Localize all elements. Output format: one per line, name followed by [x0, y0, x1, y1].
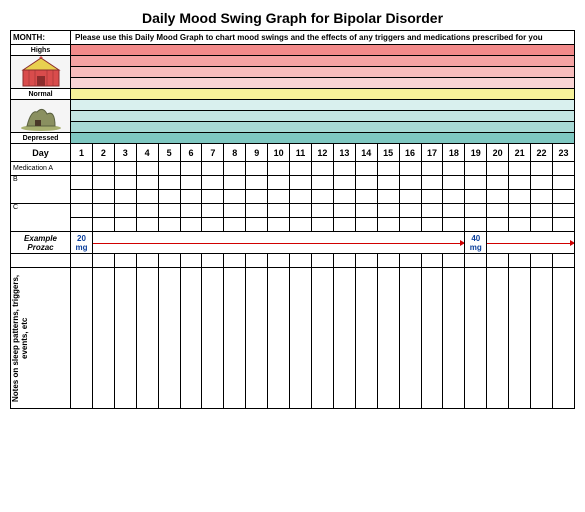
highs-icon: [11, 56, 71, 89]
normal-label: Normal: [11, 89, 71, 100]
day-19: 19: [465, 144, 487, 162]
day-1: 1: [71, 144, 93, 162]
day-17: 17: [421, 144, 443, 162]
dose-1: 20 mg: [71, 232, 93, 254]
low-row-1: [11, 100, 575, 111]
medication-c-label: C: [11, 204, 71, 232]
highs-label-row: Highs: [11, 45, 575, 56]
month-label: MONTH:: [11, 31, 71, 45]
day-16: 16: [399, 144, 421, 162]
header-row: MONTH: Please use this Daily Mood Graph …: [11, 31, 575, 45]
day-22: 22: [531, 144, 553, 162]
medication-a-label: Medication A: [11, 162, 71, 176]
page-title: Daily Mood Swing Graph for Bipolar Disor…: [10, 10, 575, 26]
day-8: 8: [224, 144, 246, 162]
day-2: 2: [92, 144, 114, 162]
day-14: 14: [355, 144, 377, 162]
high-row-3: [11, 67, 575, 78]
day-label: Day: [11, 144, 71, 162]
highs-label: Highs: [11, 45, 71, 56]
day-9: 9: [246, 144, 268, 162]
day-23: 23: [552, 144, 574, 162]
day-3: 3: [114, 144, 136, 162]
depressed-icon: [11, 100, 71, 133]
day-4: 4: [136, 144, 158, 162]
high-row-2: [11, 56, 575, 67]
low-row-4: Depressed: [11, 133, 575, 144]
day-20: 20: [487, 144, 509, 162]
mood-chart-table: MONTH: Please use this Daily Mood Graph …: [10, 30, 575, 409]
day-21: 21: [509, 144, 531, 162]
medication-c-row2: [11, 218, 575, 232]
dose-2: 40 mg: [465, 232, 487, 254]
day-12: 12: [311, 144, 333, 162]
low-row-3: [11, 122, 575, 133]
example-row-2: [11, 254, 575, 268]
day-10: 10: [268, 144, 290, 162]
day-18: 18: [443, 144, 465, 162]
normal-row: Normal: [11, 89, 575, 100]
example-label: Example Prozac: [11, 232, 71, 254]
day-header-row: Day 1 2 3 4 5 6 7 8 9 10 11 12 13 14 15 …: [11, 144, 575, 162]
instruction-text: Please use this Daily Mood Graph to char…: [71, 31, 575, 45]
medication-c-row: C: [11, 204, 575, 218]
medication-b-row2: [11, 190, 575, 204]
notes-label-cell: Notes on sleep patterns, triggers, event…: [11, 268, 71, 409]
depressed-label: Depressed: [11, 133, 71, 144]
low-row-2: [11, 111, 575, 122]
notes-label: Notes on sleep patterns, triggers, event…: [11, 268, 29, 408]
medication-a-row2: B: [11, 176, 575, 190]
medication-a-row: Medication A: [11, 162, 575, 176]
day-7: 7: [202, 144, 224, 162]
day-11: 11: [290, 144, 312, 162]
arrow-2: [487, 232, 575, 254]
notes-row: Notes on sleep patterns, triggers, event…: [11, 268, 575, 409]
example-row: Example Prozac 20 mg 40 mg: [11, 232, 575, 254]
arrow: [92, 232, 464, 254]
day-15: 15: [377, 144, 399, 162]
day-5: 5: [158, 144, 180, 162]
day-13: 13: [333, 144, 355, 162]
medication-b-label: B: [11, 176, 71, 204]
day-6: 6: [180, 144, 202, 162]
high-row-4: [11, 78, 575, 89]
